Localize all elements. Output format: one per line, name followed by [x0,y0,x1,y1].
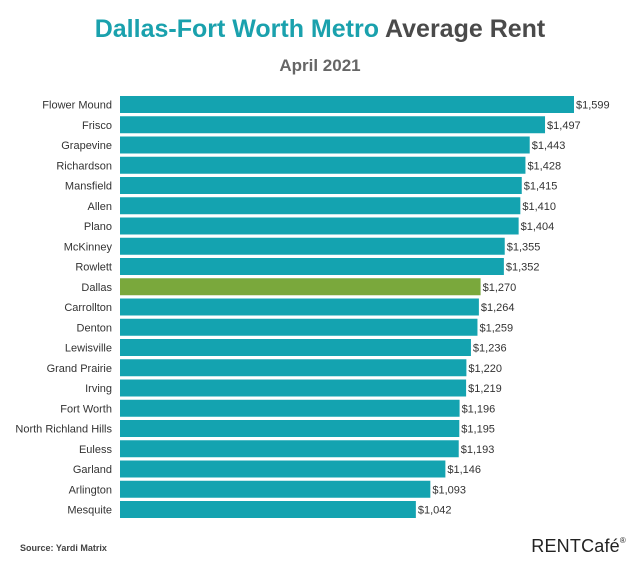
bar-arlington [120,480,431,498]
value-label-mesquite: $1,042 [418,505,452,517]
bar-carrollton [120,298,479,316]
category-label-grapevine: Grapevine [61,140,112,152]
value-label-frisco: $1,497 [547,120,581,132]
value-label-grand-prairie: $1,220 [468,363,502,375]
value-label-denton: $1,259 [479,322,513,334]
category-label-fort-worth: Fort Worth [60,403,112,415]
category-label-rowlett: Rowlett [75,262,112,274]
category-label-carrollton: Carrollton [64,302,112,314]
category-label-mesquite: Mesquite [67,505,112,517]
brand-name: RENTCafé [531,536,620,556]
bar-mesquite [120,501,416,518]
value-label-flower-mound: $1,599 [576,100,610,112]
bar-denton [120,318,478,336]
category-label-arlington: Arlington [69,484,112,496]
chart-title-rest: Average Rent [385,15,546,43]
value-label-rowlett: $1,352 [506,262,540,274]
bar-dallas [120,278,481,296]
bar-lewisville [120,339,471,356]
value-label-mckinney: $1,355 [507,241,541,253]
category-label-allen: Allen [88,201,112,213]
value-label-north-richland-hills: $1,195 [461,424,495,436]
category-label-mckinney: McKinney [64,241,113,253]
value-label-plano: $1,404 [521,221,555,233]
bar-rowlett [120,258,504,275]
bar-flower-mound [120,96,574,113]
bar-north-richland-hills [120,420,460,437]
value-label-euless: $1,193 [461,444,495,456]
category-label-frisco: Frisco [82,120,112,132]
bar-grapevine [120,136,530,154]
category-label-lewisville: Lewisville [65,343,112,355]
category-label-irving: Irving [85,383,112,395]
category-label-flower-mound: Flower Mound [42,100,112,112]
category-label-denton: Denton [77,322,112,334]
value-label-lewisville: $1,236 [473,343,507,355]
chart-subtitle: April 2021 [279,56,361,75]
bar-grand-prairie [120,359,467,377]
category-label-mansfield: Mansfield [65,181,112,193]
value-label-allen: $1,410 [522,201,556,213]
value-label-richardson: $1,428 [527,160,561,172]
value-label-fort-worth: $1,196 [462,403,496,415]
bar-irving [120,379,467,397]
registered-mark: ® [619,536,626,545]
chart-title: Dallas-Fort Worth Metro Average Rent [0,14,640,44]
category-label-euless: Euless [79,444,113,456]
bar-euless [120,440,459,458]
value-label-mansfield: $1,415 [524,181,558,193]
category-label-garland: Garland [73,464,112,476]
category-label-north-richland-hills: North Richland Hills [15,424,112,436]
value-label-garland: $1,146 [447,464,481,476]
bar-mansfield [120,177,522,194]
bar-allen [120,197,521,215]
brand-logo: RENTCafé® [531,536,626,557]
value-label-arlington: $1,093 [432,484,466,496]
chart-title-accent: Dallas-Fort Worth Metro [94,15,379,43]
bar-mckinney [120,237,505,255]
bar-garland [120,460,446,478]
value-label-carrollton: $1,264 [481,302,515,314]
bar-plano [120,217,519,235]
category-label-richardson: Richardson [56,160,112,172]
bar-frisco [120,116,546,134]
bar-fort-worth [120,399,460,417]
category-label-grand-prairie: Grand Prairie [47,363,112,375]
value-label-irving: $1,219 [468,383,502,395]
category-label-dallas: Dallas [81,282,112,294]
source-note: Source: Yardi Matrix [20,543,107,553]
bar-richardson [120,156,526,174]
value-label-dallas: $1,270 [483,282,517,294]
value-label-grapevine: $1,443 [532,140,566,152]
category-label-plano: Plano [84,221,112,233]
